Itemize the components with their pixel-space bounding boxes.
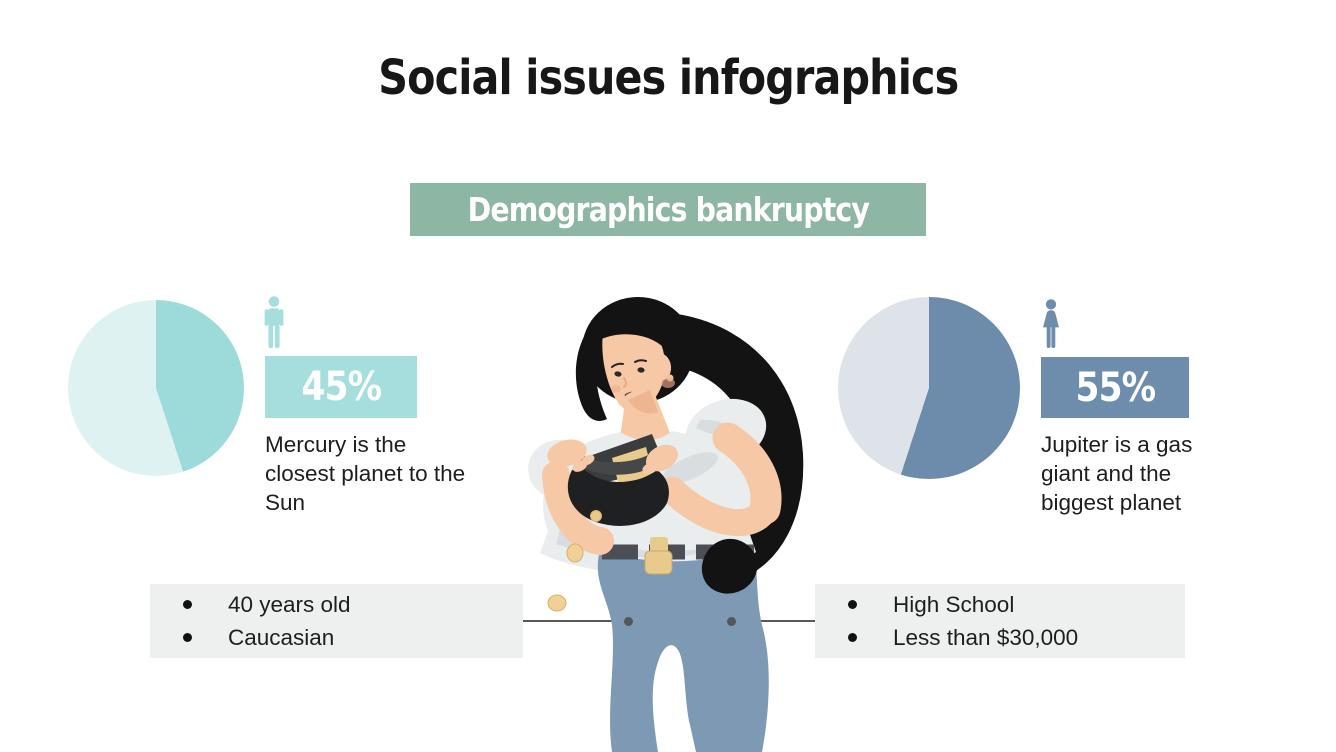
bullet-icon	[848, 600, 857, 609]
woman-empty-wallet-illustration	[500, 290, 840, 752]
list-item-label: Less than $30,000	[893, 624, 1079, 650]
female-person-icon	[1039, 299, 1063, 354]
page-title-text: Social issues infographics	[377, 50, 959, 106]
stat-caption-left: Mercury is the closest planet to the Sun	[265, 432, 466, 515]
list-item-label: 40 years old	[228, 591, 351, 617]
list-item: 40 years old	[150, 588, 523, 621]
bullet-icon	[183, 600, 192, 609]
stat-value-left: 45%	[265, 356, 417, 418]
demographics-list-left: 40 years old Caucasian	[150, 584, 523, 658]
stat-value-right: 55%	[1041, 357, 1189, 418]
connector-line-right	[731, 620, 815, 622]
list-item: Less than $30,000	[815, 621, 1185, 654]
page-title: Social issues infographics	[0, 50, 1336, 106]
pie-chart-left	[68, 300, 244, 476]
connector-dot-left	[624, 617, 633, 626]
connector-line-left	[523, 620, 629, 622]
male-person-icon	[262, 296, 286, 354]
connector-dot-right	[727, 617, 736, 626]
list-item: Caucasian	[150, 621, 523, 654]
section-banner-label: Demographics bankruptcy	[467, 190, 869, 229]
bullet-icon	[848, 633, 857, 642]
pie-chart-right	[838, 297, 1020, 479]
stat-value-left-text: 45%	[301, 364, 382, 410]
stat-value-right-text: 55%	[1075, 364, 1156, 411]
list-item: High School	[815, 588, 1185, 621]
list-item-label: High School	[893, 591, 1015, 617]
bullet-icon	[183, 633, 192, 642]
list-item-label: Caucasian	[228, 624, 335, 650]
demographics-list-right: High School Less than $30,000	[815, 584, 1185, 658]
stat-caption-right: Jupiter is a gas giant and the biggest p…	[1041, 432, 1193, 515]
section-banner: Demographics bankruptcy	[410, 183, 926, 236]
